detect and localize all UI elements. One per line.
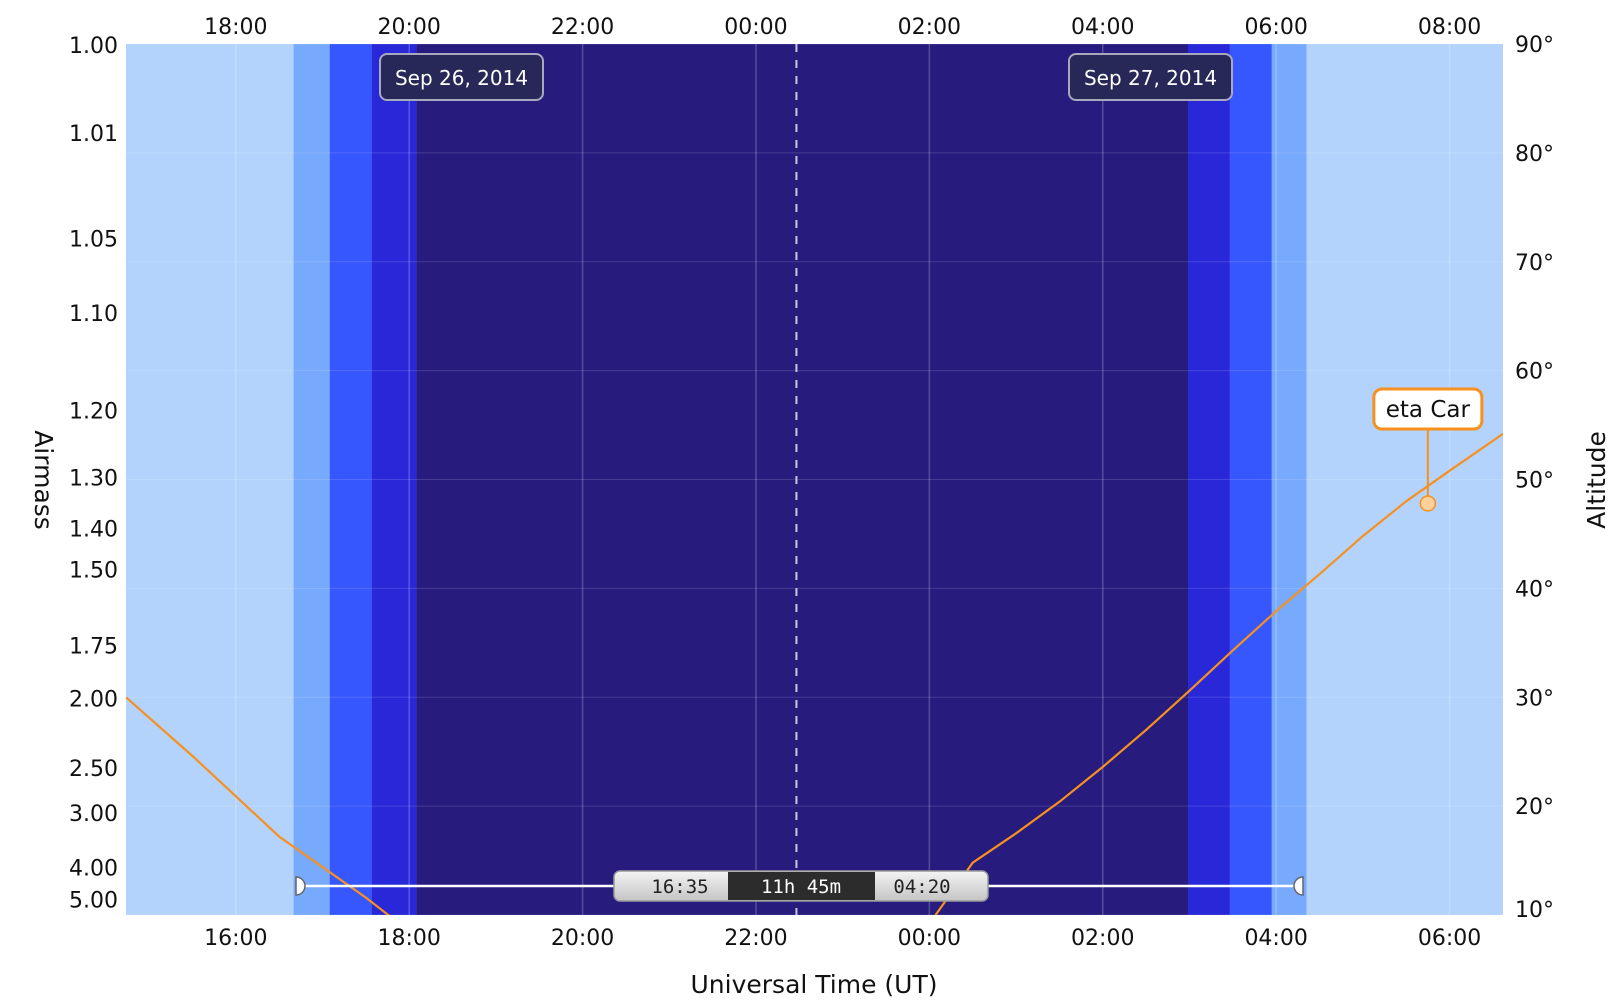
airmass-tick-label: 1.00 — [69, 34, 118, 59]
top-tick-label: 18:00 — [204, 15, 267, 40]
window-end-text: 04:20 — [893, 876, 950, 898]
target-marker[interactable] — [1419, 495, 1437, 512]
date-label: Sep 26, 2014 — [379, 53, 544, 101]
airmass-tick-label: 2.00 — [69, 687, 118, 712]
band-civil-twilight — [1271, 44, 1307, 915]
observation-window-bar[interactable]: 16:35 11h 45m 04:20 — [295, 870, 1304, 902]
bottom-tick-label: 16:00 — [204, 926, 267, 951]
band-night — [416, 44, 1189, 915]
altitude-tick-label: 20° — [1515, 795, 1554, 820]
top-tick-label: 20:00 — [377, 15, 440, 40]
airmass-tick-label: 1.30 — [69, 466, 118, 491]
altitude-axis: 90° 80° 70° 60° 50° 40° 30° 20° 10° — [1515, 33, 1554, 923]
airmass-tick-label: 1.10 — [69, 302, 118, 327]
bottom-tick-label: 00:00 — [898, 926, 961, 951]
target-label-text: eta Car — [1386, 397, 1471, 423]
target-label-box[interactable] — [1372, 387, 1484, 431]
altitude-tick-label: 40° — [1515, 577, 1554, 602]
window-end-handle[interactable] — [1293, 876, 1304, 896]
top-tick-label: 02:00 — [898, 15, 961, 40]
bottom-time-axis: 16:00 18:00 20:00 22:00 00:00 02:00 04:00 06:00 — [204, 926, 1481, 951]
altitude-tick-label: 60° — [1515, 360, 1554, 385]
airmass-tick-label: 1.05 — [69, 227, 118, 252]
date-labels: Sep 26, 2014 Sep 27, 2014 — [379, 53, 1233, 101]
bottom-tick-label: 20:00 — [551, 926, 614, 951]
band-civil-twilight — [293, 44, 330, 915]
altitude-tick-label: 80° — [1515, 142, 1554, 167]
altitude-tick-label: 50° — [1515, 469, 1554, 494]
bottom-tick-label: 22:00 — [724, 926, 787, 951]
right-axis-title: Altitude — [1582, 431, 1611, 529]
curve-eta-car — [934, 432, 1503, 915]
top-tick-label: 08:00 — [1418, 15, 1481, 40]
altitude-tick-label: 30° — [1515, 686, 1554, 711]
airmass-tick-label: 1.20 — [69, 399, 118, 424]
top-tick-label: 04:00 — [1071, 15, 1134, 40]
date-label-text: Sep 26, 2014 — [395, 66, 528, 90]
top-tick-label: 00:00 — [724, 15, 787, 40]
airmass-tick-label: 1.40 — [69, 518, 118, 543]
gridlines — [126, 43, 1503, 916]
date-label-text: Sep 27, 2014 — [1084, 66, 1217, 90]
top-tick-label: 22:00 — [551, 15, 614, 40]
window-start-text: 16:35 — [651, 876, 708, 898]
airmass-tick-label: 4.00 — [69, 856, 118, 881]
bottom-tick-label: 04:00 — [1244, 926, 1307, 951]
window-duration-cell — [728, 872, 875, 900]
airmass-tick-label: 5.00 — [69, 888, 118, 913]
top-tick-label: 06:00 — [1244, 15, 1307, 40]
airmass-tick-label: 1.75 — [69, 634, 118, 659]
airmass-tick-label: 1.50 — [69, 559, 118, 584]
altitude-tick-label: 70° — [1515, 251, 1554, 276]
band-astronomical-twilight — [371, 44, 417, 915]
bottom-tick-label: 06:00 — [1418, 926, 1481, 951]
airmass-axis: 1.00 1.01 1.05 1.10 1.20 1.30 1.40 1.50 1.75 2.00… — [69, 34, 118, 913]
airmass-tick-label: 3.00 — [69, 802, 118, 827]
band-astronomical-twilight — [1188, 44, 1230, 915]
x-axis-title: Universal Time (UT) — [691, 970, 938, 999]
airmass-tick-label: 2.50 — [69, 757, 118, 782]
bottom-tick-label: 02:00 — [1071, 926, 1134, 951]
target-label: eta Car — [1372, 387, 1484, 512]
band-nautical-twilight — [329, 44, 372, 915]
window-duration-text: 11h 45m — [761, 876, 841, 898]
left-axis-title: Airmass — [29, 430, 58, 530]
window-start-handle[interactable] — [295, 876, 306, 896]
date-label: Sep 27, 2014 — [1068, 53, 1233, 101]
twilight-bands — [126, 44, 1503, 915]
airmass-tick-label: 1.01 — [69, 122, 118, 147]
band-nautical-twilight — [1229, 44, 1272, 915]
curve-eta-car — [126, 696, 391, 915]
altitude-tick-label: 90° — [1515, 33, 1554, 58]
curves — [126, 432, 1503, 915]
top-time-axis: 18:00 20:00 22:00 00:00 02:00 04:00 06:00 08:00 — [204, 15, 1481, 40]
altitude-tick-label: 10° — [1515, 898, 1554, 923]
bottom-tick-label: 18:00 — [377, 926, 440, 951]
